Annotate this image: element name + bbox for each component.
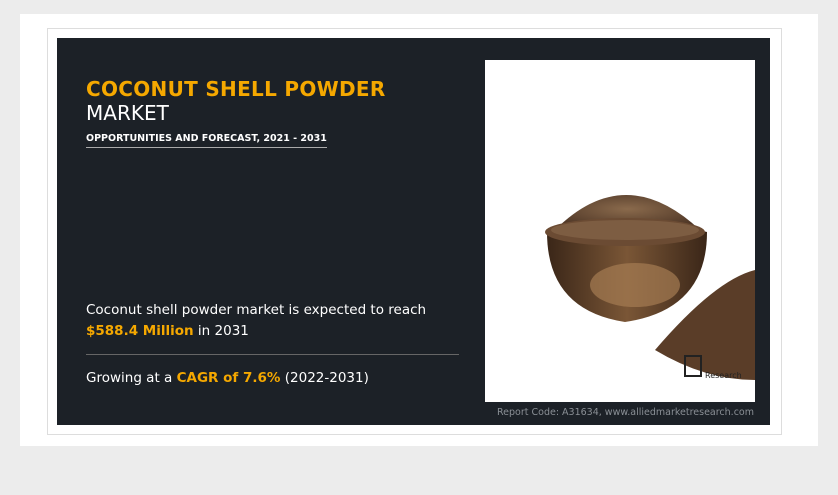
stat-suffix: in 2031 — [198, 323, 249, 339]
separator — [86, 354, 459, 355]
stat-highlight: $588.4 Million — [86, 323, 194, 339]
stat-text: Coconut shell powder market is expected … — [86, 300, 466, 342]
stat-text: Growing at a CAGR of 7.6% (2022-2031) — [86, 370, 369, 386]
page: COCONUT SHELL POWDER MARKET OPPORTUNITIE… — [0, 0, 838, 495]
product-image: Research — [485, 60, 755, 402]
bowl-grain — [590, 263, 680, 307]
image-art: Research — [485, 60, 755, 402]
card: COCONUT SHELL POWDER MARKET OPPORTUNITIE… — [47, 28, 782, 435]
stat-highlight: CAGR of 7.6% — [177, 370, 281, 386]
stat-text: Coconut shell powder market is expected … — [86, 302, 426, 318]
powder-top — [551, 220, 699, 240]
stat-prefix: Growing at a — [86, 370, 172, 386]
container: COCONUT SHELL POWDER MARKET OPPORTUNITIE… — [20, 14, 818, 446]
infographic: COCONUT SHELL POWDER MARKET OPPORTUNITIE… — [57, 38, 770, 425]
report-code: Report Code: A31634, www.alliedmarketres… — [497, 407, 754, 418]
subtitle: OPPORTUNITIES AND FORECAST, 2021 - 2031 — [86, 133, 327, 148]
title: MARKET — [86, 101, 169, 125]
logo-text: Research — [705, 371, 742, 380]
title-highlight: COCONUT SHELL POWDER — [86, 77, 386, 101]
stat-suffix: (2022-2031) — [285, 370, 369, 386]
